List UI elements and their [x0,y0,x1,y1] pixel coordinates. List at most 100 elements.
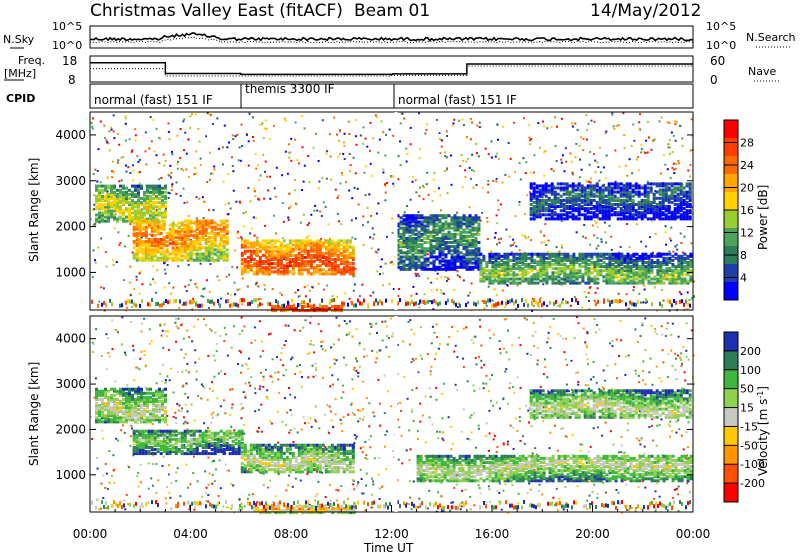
data-cell [300,260,304,263]
data-cell [598,203,602,206]
data-cell [222,246,226,250]
scatter-cell [341,172,343,174]
data-cell [652,194,656,198]
data-cell [282,255,286,259]
data-cell [474,241,478,244]
scatter-cell [355,143,358,146]
data-cell [614,254,618,258]
data-cell [149,203,152,207]
data-cell [116,195,119,198]
data-cell [429,230,433,234]
data-cell [571,203,575,206]
scatter-cell [117,159,120,162]
data-cell [590,252,594,256]
data-cell [529,209,533,213]
data-cell [417,236,421,240]
data-cell [414,243,418,247]
data-cell [670,200,674,204]
data-cell [545,269,549,273]
scatter-cell [97,148,100,151]
data-cell [417,263,421,267]
data-cell [164,215,167,219]
data-cell [592,184,596,188]
data-cell [608,281,612,285]
data-cell [613,198,617,202]
data-cell [581,279,585,283]
data-cell [477,232,481,236]
data-cell [662,261,666,264]
scatter-cell [569,304,572,307]
data-cell [153,258,157,262]
scatter-cell [440,292,443,294]
scatter-cell [339,182,342,185]
data-cell [595,205,599,208]
data-cell [276,264,280,268]
scatter-cell [343,132,346,135]
data-cell [411,224,415,228]
data-cell [688,203,692,206]
data-cell [635,261,639,264]
data-cell [593,265,597,269]
data-cell [348,268,352,272]
data-cell [149,186,152,190]
scatter-cell [451,124,454,127]
data-cell [183,244,187,248]
scatter-cell [605,154,608,157]
data-cell [450,255,454,259]
data-cell [538,215,542,219]
data-cell [623,258,627,262]
scatter-cell [251,116,254,119]
scatter-cell [689,149,692,152]
data-cell [554,256,558,260]
data-cell [674,256,678,260]
data-cell [688,192,692,196]
scatter-cell [399,164,402,166]
data-cell [518,277,522,281]
data-cell [303,262,307,266]
data-cell [661,192,665,196]
data-cell [673,215,677,219]
data-cell [650,277,654,281]
scatter-cell [361,283,364,286]
data-cell [270,255,274,259]
data-cell [408,224,412,228]
scatter-cell [137,160,140,163]
data-cell [608,261,612,264]
data-cell [545,252,549,256]
data-cell [411,259,415,263]
data-cell [593,277,597,281]
data-cell [95,195,98,198]
data-cell [610,188,614,192]
freq-label: Freq. [18,54,45,67]
scatter-cell [462,159,465,162]
data-cell [610,186,614,190]
data-cell [116,188,119,192]
ground-cell [161,303,163,308]
scatter-cell [456,306,459,308]
data-cell [411,243,415,247]
data-cell [462,236,466,240]
data-cell [641,254,645,258]
data-cell [312,247,316,251]
data-cell [147,250,151,254]
data-cell [658,190,662,194]
data-cell [571,184,575,188]
data-cell [155,217,158,221]
scatter-cell [429,300,432,303]
data-cell [571,213,575,217]
data-cell [689,252,693,256]
data-cell [551,267,555,271]
data-cell [545,263,549,266]
scatter-cell [450,154,452,157]
data-cell [447,222,451,226]
scatter-cell [432,178,435,181]
data-cell [270,262,274,266]
data-cell [590,256,594,260]
scatter-cell [530,300,533,303]
scatter-cell [281,237,284,240]
data-cell [104,205,107,209]
data-cell [569,256,573,260]
data-cell [423,267,427,271]
data-cell [423,241,427,244]
ground-cell [357,298,359,303]
